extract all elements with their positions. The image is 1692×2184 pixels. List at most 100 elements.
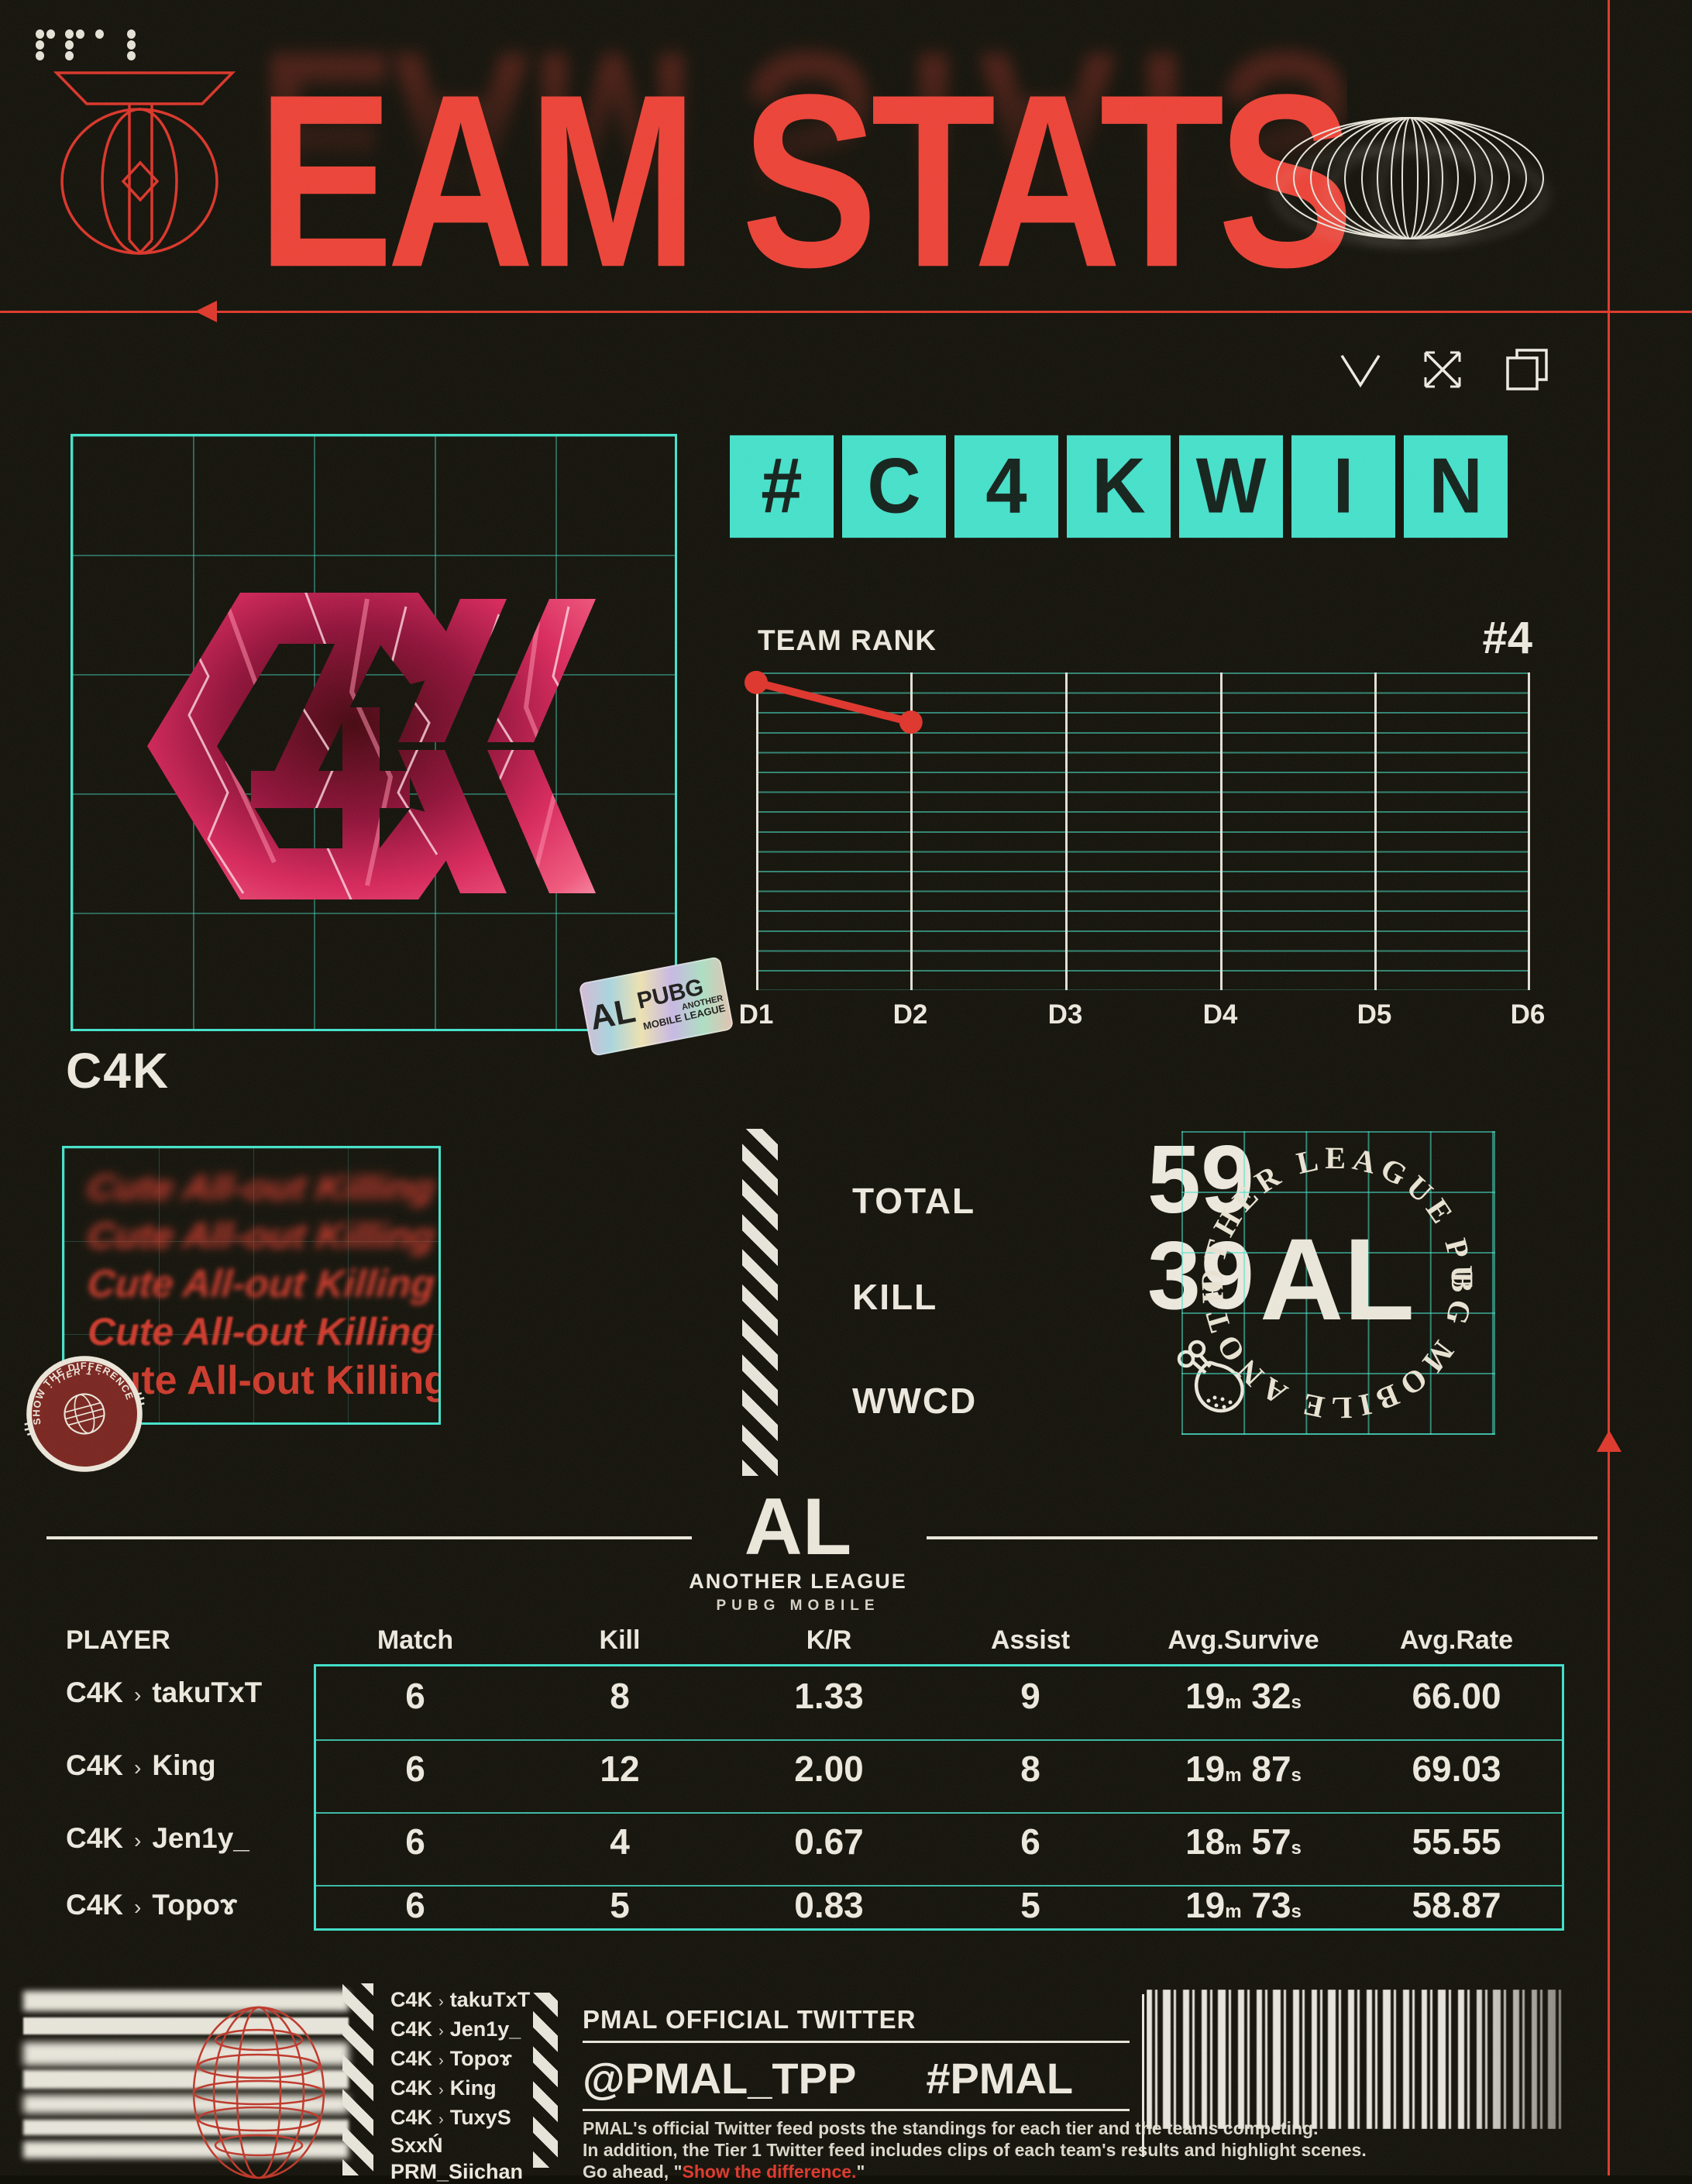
c4k-team-logo <box>147 593 596 899</box>
list-item: C4K › Topoɤ <box>390 2047 512 2070</box>
hazard-stripes-bar <box>533 1993 558 2168</box>
cell-match: 6 <box>405 1821 425 1862</box>
hashtag-char: N <box>1404 435 1508 538</box>
cell-kill: 4 <box>610 1821 630 1862</box>
x-tick: D2 <box>892 999 928 1030</box>
chart-title: TEAM RANK <box>758 624 937 656</box>
cell-kr: 1.33 <box>794 1676 864 1716</box>
hashtag-char: # <box>730 435 834 538</box>
twitter-rule <box>583 2041 1130 2043</box>
twitter-heading: PMAL OFFICIAL TWITTER <box>583 2005 916 2034</box>
barcode-icon <box>1147 1990 1565 2129</box>
kill-label: KILL <box>852 1277 938 1317</box>
table-header-avgsurvive: Avg.Survive <box>1168 1625 1319 1655</box>
cell-rate: 66.00 <box>1412 1676 1501 1716</box>
cell-rate: 58.87 <box>1412 1885 1501 1925</box>
table-header-player: PLAYER <box>66 1625 170 1655</box>
table-header-kr: K/R <box>806 1625 852 1655</box>
footer-separator-line <box>1142 1994 1144 2157</box>
red-horizontal-rule <box>0 311 1692 313</box>
twitter-line2: In addition, the Tier 1 Twitter feed inc… <box>583 2140 1367 2160</box>
team-ornament-logo-icon <box>53 71 236 255</box>
cell-kill: 12 <box>600 1749 640 1789</box>
table-header-match: Match <box>377 1625 454 1655</box>
divider-line-left <box>46 1536 692 1539</box>
globe-wireframe-icon <box>192 2006 325 2179</box>
slogan-line: Cute All-out Killing <box>86 1262 437 1305</box>
divider-al-logo: AL <box>728 1481 868 1574</box>
cell-assist: 8 <box>1020 1749 1040 1789</box>
cell-assist: 6 <box>1020 1821 1040 1862</box>
team-name-label: C4K <box>66 1043 170 1099</box>
hashtag-char: I <box>1291 435 1395 538</box>
cell-kr: 2.00 <box>794 1749 864 1789</box>
table-header-kill: Kill <box>599 1625 641 1655</box>
hashtag-char: W <box>1179 435 1283 538</box>
expand-arrows-icon[interactable] <box>1419 346 1466 393</box>
table-header-assist: Assist <box>990 1625 1071 1655</box>
stamp-al-text: AL <box>1260 1214 1415 1344</box>
slogan-line: Cute All-out Killing <box>85 1168 437 1208</box>
cell-survive: 19m 73s <box>1185 1885 1302 1925</box>
table-row-player: C4K › Topoɤ <box>66 1889 238 1921</box>
table-header-avgrate: Avg.Rate <box>1399 1625 1514 1655</box>
hazard-stripes-bar <box>342 1983 373 2175</box>
hashtag-banner: # C 4 K W I N <box>730 435 1508 538</box>
total-label: TOTAL <box>852 1181 976 1221</box>
twitter-hashtag[interactable]: #PMAL <box>926 2054 1074 2103</box>
chevron-down-icon[interactable] <box>1339 349 1382 390</box>
team-rank-chart <box>745 670 1530 990</box>
rank-line-series <box>745 670 923 734</box>
show-difference-highlight: Show the difference. <box>682 2162 857 2182</box>
cell-match: 6 <box>405 1676 425 1716</box>
twitter-handle[interactable]: @PMAL_TPP <box>583 2054 857 2103</box>
hazard-stripes-bar <box>742 1129 778 1476</box>
red-vertical-rule <box>1608 0 1610 2175</box>
cell-rate: 69.03 <box>1412 1749 1501 1789</box>
list-item: C4K › TuxyS <box>390 2106 511 2129</box>
hashtag-char: K <box>1067 435 1171 538</box>
cell-match: 6 <box>405 1749 425 1789</box>
divider-pubg-mobile: PUBG MOBILE <box>716 1598 880 1614</box>
cell-match: 6 <box>405 1885 425 1925</box>
table-row-player: C4K › takuTxT <box>66 1677 263 1708</box>
cell-survive: 19m 87s <box>1185 1749 1302 1789</box>
twitter-line3: Go ahead, "Show the difference." <box>583 2162 865 2182</box>
cell-survive: 19m 32s <box>1185 1676 1302 1716</box>
list-item: SxxŃ <box>390 2134 443 2157</box>
twitter-handles: @PMAL_TPP #PMAL <box>583 2053 1073 2103</box>
cell-kill: 8 <box>610 1676 630 1716</box>
cell-survive: 18m 57s <box>1185 1821 1302 1862</box>
cell-assist: 5 <box>1020 1885 1040 1925</box>
wwcd-label: WWCD <box>852 1381 978 1421</box>
cell-kill: 5 <box>610 1885 630 1925</box>
page-title-reflection: EAM STATS <box>257 2 1347 279</box>
left-arrowhead-icon <box>195 301 217 322</box>
twitter-rule <box>583 2109 1130 2111</box>
cell-rate: 55.55 <box>1412 1821 1501 1862</box>
table-row-player: C4K › Jen1y_ <box>66 1822 249 1854</box>
x-tick: D4 <box>1202 999 1238 1030</box>
sphere-wireframe-icon <box>1274 113 1546 381</box>
current-rank-badge: #4 <box>1482 613 1532 663</box>
x-tick: D3 <box>1047 999 1083 1030</box>
sphere-reflection <box>1274 140 1546 247</box>
list-item: C4K › takuTxT <box>390 1988 531 2011</box>
divider-another-league: ANOTHER LEAGUE <box>689 1570 907 1593</box>
x-tick: D5 <box>1357 999 1392 1030</box>
divider-line-right <box>927 1536 1597 1539</box>
divider-al-text: AL <box>744 1482 852 1572</box>
window-controls <box>1339 346 1551 394</box>
hashtag-char: C <box>842 435 946 538</box>
cell-kr: 0.67 <box>794 1821 864 1862</box>
list-item: C4K › Jen1y_ <box>390 2017 521 2041</box>
up-arrowhead-icon <box>1597 1430 1622 1452</box>
list-item: C4K › King <box>390 2076 497 2100</box>
team-logo-panel: AL PUBG ANOTHER MOBILE LEAGUE <box>70 434 734 1057</box>
copy-windows-icon[interactable] <box>1503 346 1551 394</box>
stamp-al-logo: AL <box>1260 1212 1415 1347</box>
list-item: PRM_Siichan <box>390 2160 524 2183</box>
cell-assist: 9 <box>1020 1676 1040 1716</box>
x-tick: D1 <box>738 999 774 1030</box>
